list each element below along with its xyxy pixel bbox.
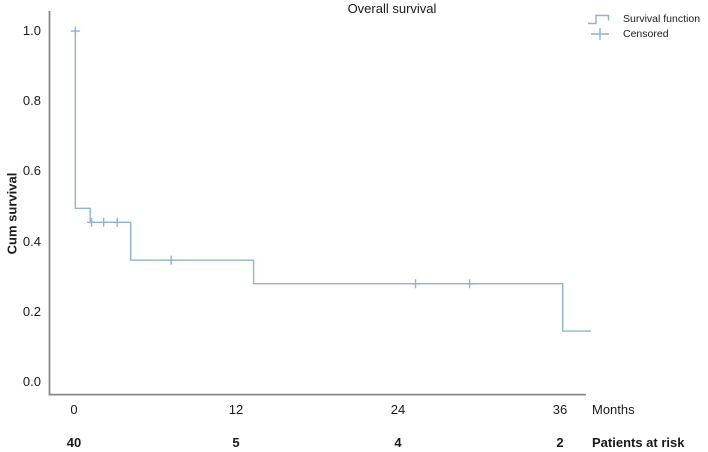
step-line-icon xyxy=(588,14,610,24)
y-tick-label: 1.0 xyxy=(22,23,41,38)
x-tick-label: 36 xyxy=(552,402,568,417)
x-axis-unit-label: Months xyxy=(592,402,635,417)
chart-title: Overall survival xyxy=(347,1,437,16)
plus-icon xyxy=(591,28,609,40)
patients-at-risk-count: 40 xyxy=(66,435,82,450)
patients-at-risk-count: 2 xyxy=(556,435,564,450)
legend-item-survival-function: Survival function xyxy=(587,12,700,26)
x-tick-label: 0 xyxy=(70,402,78,417)
legend-item-censored: Censored xyxy=(587,27,700,41)
y-tick-label: 0.8 xyxy=(22,93,41,109)
y-tick-label: 0.6 xyxy=(22,163,41,179)
legend-label-survival-function: Survival function xyxy=(623,13,701,25)
patients-at-risk-label: Patients at risk xyxy=(592,435,685,450)
x-tick-label: 24 xyxy=(390,402,406,417)
y-tick-label: 0.2 xyxy=(22,303,41,319)
y-tick-label: 0.0 xyxy=(22,374,41,389)
patients-at-risk-count: 4 xyxy=(394,435,402,450)
survival-step-curve xyxy=(74,31,591,332)
legend: Survival function Censored xyxy=(587,12,700,41)
patients-at-risk-count: 5 xyxy=(232,435,240,450)
legend-label-censored: Censored xyxy=(623,28,669,40)
y-tick-label: 0.4 xyxy=(22,233,41,249)
x-tick-label: 12 xyxy=(228,402,244,417)
